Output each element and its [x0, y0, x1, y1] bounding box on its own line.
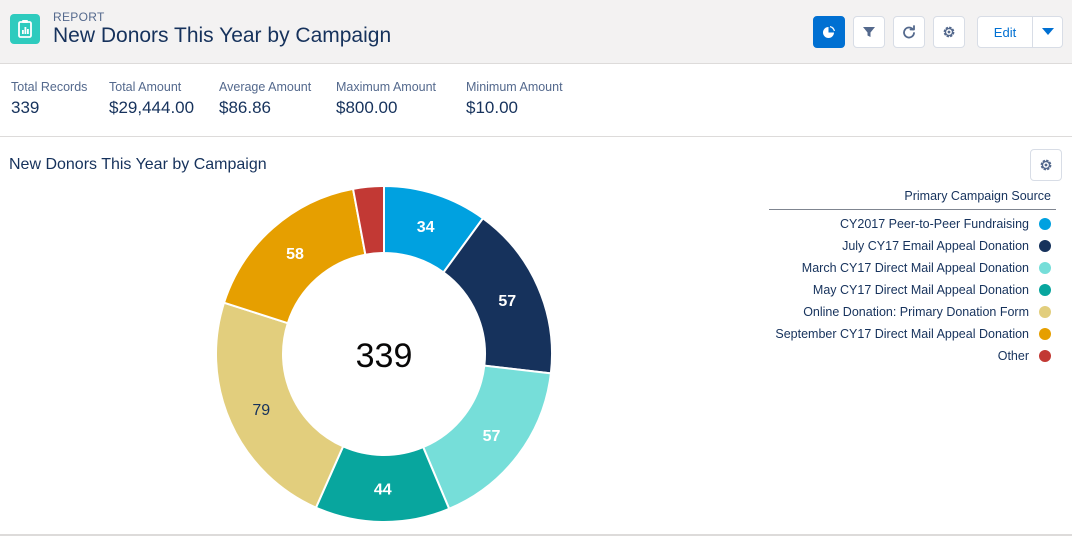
- slice-data-label: 34: [417, 219, 435, 236]
- summary-label: Maximum Amount: [336, 80, 437, 94]
- summary-maximum-amount: Maximum Amount $800.00: [336, 80, 436, 118]
- divider: [0, 534, 1072, 536]
- legend-swatch: [1039, 218, 1051, 230]
- legend-item[interactable]: CY2017 Peer-to-Peer Fundraising: [775, 213, 1051, 235]
- legend-swatch: [1039, 240, 1051, 252]
- summary-label: Average Amount: [219, 80, 312, 94]
- legend-divider: [769, 209, 1056, 210]
- legend-label: Online Donation: Primary Donation Form: [803, 305, 1029, 319]
- summary-label: Minimum Amount: [466, 80, 563, 94]
- summary-total-records: Total Records 339: [11, 80, 87, 118]
- settings-button[interactable]: [933, 16, 965, 48]
- summary-label: Total Records: [11, 80, 88, 94]
- slice-data-label: 57: [498, 293, 516, 310]
- donut-center-total: 339: [356, 337, 413, 375]
- summary-value: $86.86: [219, 98, 271, 117]
- chart-settings-button[interactable]: [1030, 149, 1062, 181]
- gear-icon: [1040, 159, 1052, 171]
- legend-item[interactable]: Online Donation: Primary Donation Form: [775, 301, 1051, 323]
- chart-title: New Donors This Year by Campaign: [9, 156, 267, 173]
- summary-value: 339: [11, 98, 40, 117]
- chart-toggle-button[interactable]: [813, 16, 845, 48]
- legend-label: CY2017 Peer-to-Peer Fundraising: [840, 217, 1029, 231]
- donut-slice[interactable]: [215, 301, 345, 509]
- summary-total-amount: Total Amount $29,444.00: [109, 80, 194, 118]
- legend-swatch: [1039, 262, 1051, 274]
- donut-slice[interactable]: [351, 184, 385, 256]
- report-header: REPORT New Donors This Year by Campaign …: [0, 0, 1072, 64]
- slice-data-label: 79: [252, 402, 270, 419]
- refresh-button[interactable]: [893, 16, 925, 48]
- filter-icon: [863, 27, 875, 37]
- legend-label: Other: [997, 349, 1029, 363]
- slice-data-label: 58: [286, 246, 304, 263]
- gear-icon: [943, 26, 955, 38]
- legend-item[interactable]: May CY17 Direct Mail Appeal Donation: [775, 279, 1051, 301]
- slice-data-label: 57: [483, 428, 501, 445]
- summary-minimum-amount: Minimum Amount $10.00: [466, 80, 563, 118]
- donut-chart: 34 57 57 44 79 58 339: [215, 184, 553, 523]
- filter-button[interactable]: [853, 16, 885, 48]
- legend-swatch: [1039, 306, 1051, 318]
- legend-swatch: [1039, 350, 1051, 362]
- pie-chart-icon: [823, 26, 835, 38]
- legend-title: Primary Campaign Source: [904, 189, 1051, 203]
- summary-value: $10.00: [466, 98, 518, 117]
- summary-value: $29,444.00: [109, 98, 195, 117]
- legend-label: May CY17 Direct Mail Appeal Donation: [812, 283, 1029, 297]
- legend-swatch: [1039, 284, 1051, 296]
- legend-label: March CY17 Direct Mail Appeal Donation: [801, 261, 1029, 275]
- edit-button[interactable]: Edit: [978, 17, 1033, 47]
- legend-label: July CY17 Email Appeal Donation: [842, 239, 1029, 253]
- legend-item[interactable]: September CY17 Direct Mail Appeal Donati…: [775, 323, 1051, 345]
- edit-dropdown-button[interactable]: [1033, 17, 1063, 47]
- chevron-down-icon: [1042, 28, 1054, 35]
- refresh-icon: [903, 25, 915, 39]
- page-eyebrow: REPORT: [53, 10, 105, 24]
- summary-average-amount: Average Amount $86.86: [219, 80, 311, 118]
- chart-legend: CY2017 Peer-to-Peer Fundraising July CY17…: [775, 213, 1051, 367]
- legend-item[interactable]: March CY17 Direct Mail Appeal Donation: [775, 257, 1051, 279]
- page-title: New Donors This Year by Campaign: [53, 24, 392, 47]
- summary-value: $800.00: [336, 98, 398, 117]
- legend-item[interactable]: July CY17 Email Appeal Donation: [775, 235, 1051, 257]
- edit-button-group: Edit: [977, 16, 1063, 48]
- report-icon: [10, 14, 40, 44]
- legend-label: September CY17 Direct Mail Appeal Donati…: [775, 327, 1029, 341]
- summary-bar: Total Records 339 Total Amount $29,444.0…: [0, 64, 1072, 137]
- slice-data-label: 44: [374, 481, 392, 498]
- legend-swatch: [1039, 328, 1051, 340]
- summary-label: Total Amount: [109, 80, 182, 94]
- legend-item[interactable]: Other: [775, 345, 1051, 367]
